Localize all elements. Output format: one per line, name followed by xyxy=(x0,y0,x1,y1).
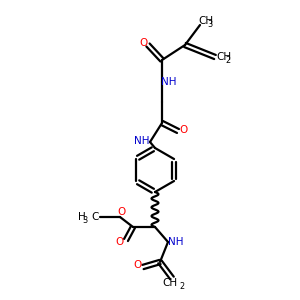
Text: H: H xyxy=(78,212,86,222)
Text: O: O xyxy=(139,38,147,48)
Text: O: O xyxy=(134,260,142,270)
Text: CH: CH xyxy=(162,278,178,288)
Text: 3: 3 xyxy=(207,20,212,29)
Text: 2: 2 xyxy=(179,282,184,291)
Text: CH: CH xyxy=(198,16,213,26)
Text: NH: NH xyxy=(134,136,150,146)
Text: 2: 2 xyxy=(225,56,230,65)
Text: C: C xyxy=(91,212,99,222)
Text: O: O xyxy=(116,237,124,247)
Text: NH: NH xyxy=(161,77,177,87)
Text: 3: 3 xyxy=(82,216,88,225)
Text: O: O xyxy=(180,125,188,135)
Text: CH: CH xyxy=(216,52,231,62)
Text: O: O xyxy=(118,207,126,217)
Text: NH: NH xyxy=(168,237,184,247)
